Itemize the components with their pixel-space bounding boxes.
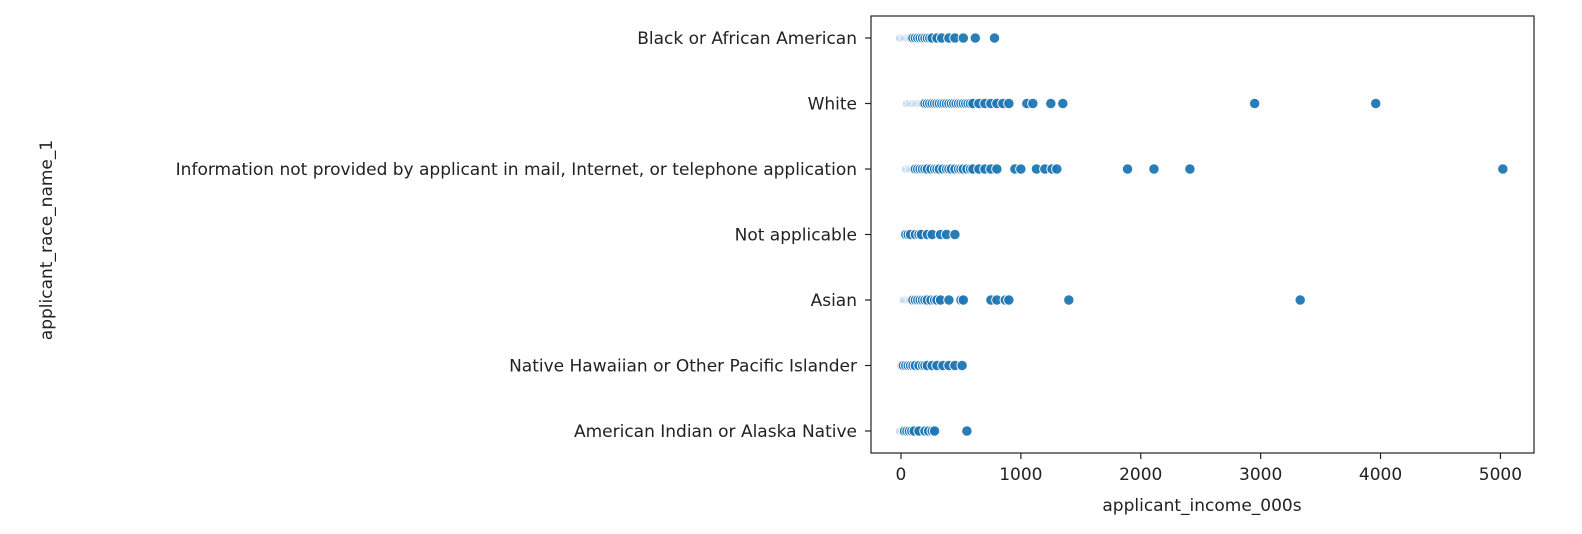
y-tick-label: Not applicable (735, 226, 857, 246)
plot-frame (870, 15, 1535, 454)
y-tick-label: Asian (811, 291, 857, 311)
scatter-point (1045, 97, 1057, 110)
scatter-point (949, 228, 961, 241)
scatter-point (1003, 97, 1015, 110)
scatter-point (961, 425, 973, 437)
y-axis-title: applicant_race_name_1 (37, 140, 57, 340)
y-tick-label: Native Hawaiian or Other Pacific Islande… (509, 357, 857, 377)
scatter-point (928, 425, 941, 437)
x-axis-title: applicant_income_000s (1102, 496, 1301, 516)
scatter-point (1003, 294, 1015, 306)
scatter-point (1057, 97, 1069, 110)
x-tick-label: 0 (896, 465, 907, 485)
scatter-point (1121, 163, 1134, 175)
x-tick-label: 1000 (999, 465, 1042, 485)
scatter-point (988, 32, 1001, 44)
x-tick-label: 5000 (1479, 465, 1522, 485)
scatter-point (1051, 163, 1063, 175)
y-tick-label: White (808, 95, 857, 115)
scatter-point (969, 32, 981, 44)
scatter-point (943, 294, 955, 306)
scatter-point (991, 163, 1003, 175)
scatter-point (1370, 97, 1382, 110)
scatter-point (1497, 163, 1509, 175)
scatter-point (1184, 163, 1196, 175)
y-ticks: Black or African American White Informatio… (176, 29, 871, 442)
x-ticks: 0 1000 2000 3000 4000 5000 (896, 453, 1522, 485)
y-tick-label: American Indian or Alaska Native (574, 422, 857, 442)
scatter-point (957, 32, 969, 44)
scatter-point (1294, 294, 1306, 306)
scatter-point (1249, 97, 1261, 110)
y-tick-label: Information not provided by applicant in… (176, 160, 857, 180)
scatter-point (1015, 163, 1027, 175)
scatter-point (1063, 294, 1075, 306)
scatter-point (1027, 97, 1039, 110)
scatter-point (1148, 163, 1160, 175)
x-tick-label: 4000 (1359, 465, 1402, 485)
x-tick-label: 2000 (1119, 465, 1162, 485)
x-tick-label: 3000 (1239, 465, 1282, 485)
y-tick-label: Black or African American (637, 29, 857, 49)
scatter-point (957, 294, 969, 306)
points-layer (895, 32, 1509, 437)
scatter-point (956, 359, 968, 372)
